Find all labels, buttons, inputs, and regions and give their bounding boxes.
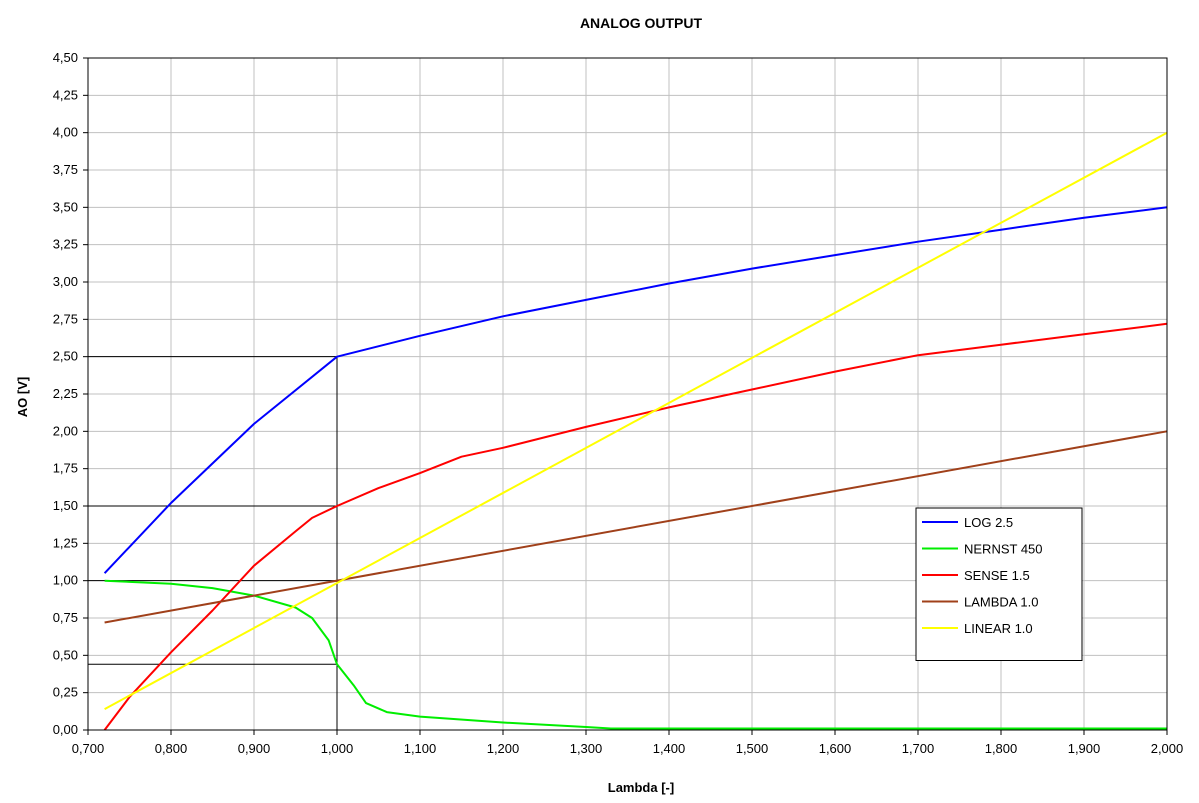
- y-tick-label: 3,00: [53, 274, 78, 289]
- chart-title: ANALOG OUTPUT: [580, 15, 703, 31]
- y-axis-ticks: 0,00 0,25 0,50 0,75 1,00 1,25 1,50 1,75 2,00 2,25…: [53, 50, 88, 737]
- y-tick-label: 1,00: [53, 573, 78, 588]
- y-tick-label: 3,75: [53, 162, 78, 177]
- y-tick-label: 0,00: [53, 722, 78, 737]
- y-tick-label: 1,75: [53, 461, 78, 476]
- legend-label: NERNST 450: [964, 542, 1043, 557]
- legend-label: LINEAR 1.0: [964, 621, 1033, 636]
- y-tick-label: 3,50: [53, 199, 78, 214]
- x-axis-ticks: 0,700 0,800 0,900 1,000 1,100 1,200 1,300 1,400…: [72, 730, 1184, 756]
- x-tick-label: 0,800: [155, 741, 188, 756]
- x-tick-label: 1,600: [819, 741, 852, 756]
- x-axis-title: Lambda [-]: [608, 780, 674, 795]
- x-tick-label: 1,500: [736, 741, 769, 756]
- x-tick-label: 0,900: [238, 741, 271, 756]
- y-tick-label: 0,50: [53, 647, 78, 662]
- x-tick-label: 1,800: [985, 741, 1018, 756]
- y-tick-label: 3,25: [53, 237, 78, 252]
- series-line-4: [104, 131, 1168, 710]
- series-lines: [103, 131, 1168, 731]
- series-line-1: [104, 579, 1167, 730]
- x-tick-label: 1,100: [404, 741, 437, 756]
- x-tick-label: 1,300: [570, 741, 603, 756]
- x-tick-label: 1,400: [653, 741, 686, 756]
- y-tick-label: 2,50: [53, 349, 78, 364]
- guide-lines: [88, 356, 338, 730]
- series-line-0: [103, 206, 1168, 574]
- y-tick-label: 2,25: [53, 386, 78, 401]
- x-tick-label: 1,200: [487, 741, 520, 756]
- y-tick-label: 0,75: [53, 610, 78, 625]
- legend-label: LOG 2.5: [964, 515, 1013, 530]
- x-tick-label: 1,900: [1068, 741, 1101, 756]
- y-tick-label: 2,75: [53, 311, 78, 326]
- legend-label: SENSE 1.5: [964, 568, 1030, 583]
- x-tick-label: 1,000: [321, 741, 354, 756]
- y-axis-title: AO [V]: [15, 377, 30, 417]
- x-tick-label: 1,700: [902, 741, 935, 756]
- y-tick-label: 0,25: [53, 685, 78, 700]
- y-tick-label: 2,00: [53, 423, 78, 438]
- x-tick-label: 2,000: [1151, 741, 1184, 756]
- legend-label: LAMBDA 1.0: [964, 595, 1038, 610]
- x-tick-label: 0,700: [72, 741, 105, 756]
- series-line-3: [104, 430, 1168, 624]
- y-tick-label: 4,25: [53, 87, 78, 102]
- y-tick-label: 1,25: [53, 535, 78, 550]
- series-line-2: [103, 322, 1168, 731]
- legend-box: [915, 507, 1083, 661]
- y-tick-label: 1,50: [53, 498, 78, 513]
- legend: LOG 2.5 NERNST 450 SENSE 1.5 LAMBDA 1.0 LINE…: [915, 507, 1083, 661]
- y-tick-label: 4,00: [53, 125, 78, 140]
- y-tick-label: 4,50: [53, 50, 78, 65]
